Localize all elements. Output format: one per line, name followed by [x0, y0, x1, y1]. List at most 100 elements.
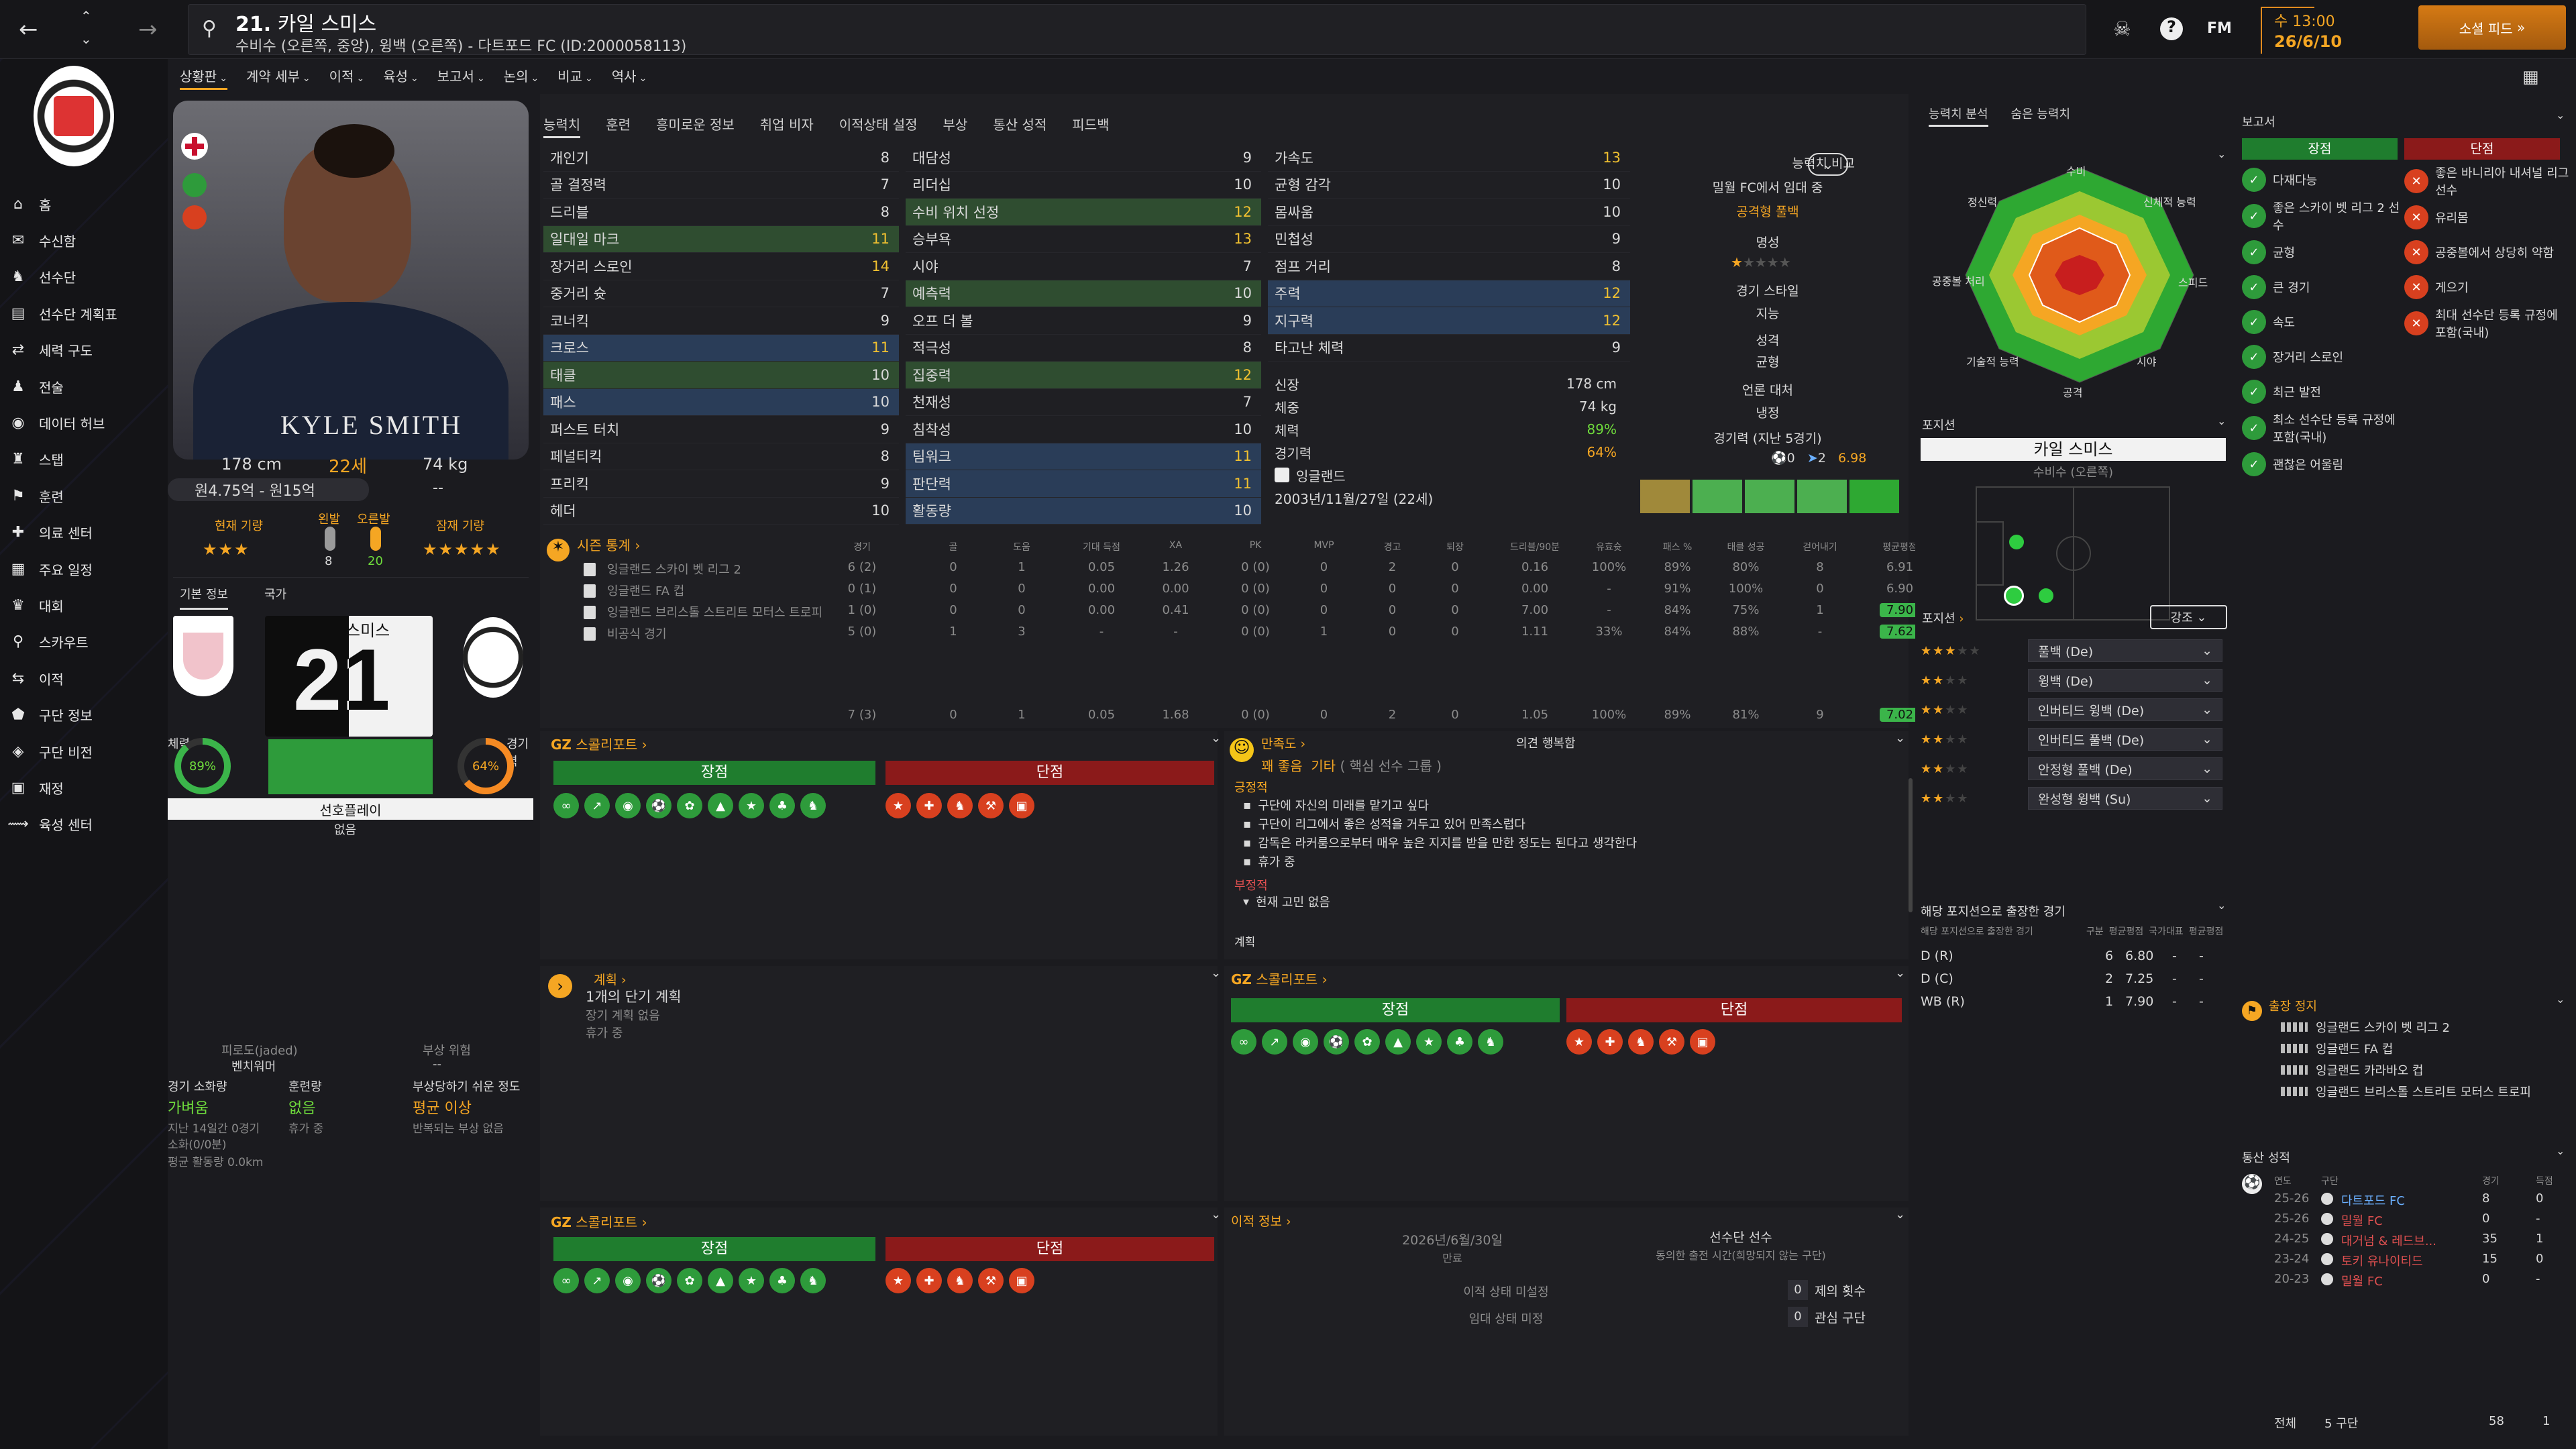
date-day[interactable]: 수 13:00 — [2274, 13, 2335, 30]
analysis-tab-1[interactable]: 숨은 능력치 — [2010, 107, 2071, 121]
aerial-icon[interactable]: ♞ — [947, 1268, 973, 1293]
balance-icon[interactable]: ◉ — [1293, 1029, 1318, 1055]
nav-item-7[interactable]: 역사 ⌄ — [612, 66, 647, 90]
attr-row[interactable]: 개인기 8 — [543, 144, 899, 172]
stats-comp[interactable]: 잉글랜드 FA 컵 — [607, 584, 685, 598]
role-row[interactable]: ★★★★ 인버티드 윙백 (De) ⌄ — [1921, 695, 2226, 724]
stats-comp[interactable]: 잉글랜드 브리스톨 스트리트 모터스 트로피 — [607, 606, 822, 620]
attr-row[interactable]: 시야 7 — [906, 253, 1261, 280]
attr-row[interactable]: 리더십 10 — [906, 172, 1261, 199]
career-club[interactable]: 밀월 FC — [2341, 1214, 2383, 1228]
role-dropdown[interactable]: 안정형 풀백 (De) ⌄ — [2028, 757, 2222, 780]
form-bar-3[interactable] — [1797, 480, 1847, 513]
chevron-down-icon[interactable]: ⌄ — [2556, 109, 2565, 121]
sidebar-item-10[interactable]: ▦ 주요 일정 — [9, 554, 93, 584]
chevron-down-icon[interactable]: ⌄ — [2217, 148, 2226, 160]
skull-icon[interactable]: ☠ — [2113, 17, 2131, 41]
pos-stats-col[interactable]: 구분 — [2086, 926, 2104, 937]
big-game-icon[interactable]: ⚽ — [646, 793, 672, 818]
club-crest[interactable] — [34, 66, 114, 166]
career-row[interactable]: 25-26 다트포드 FC 8 0 — [2274, 1189, 2569, 1209]
attr-tab-7[interactable]: 피드백 — [1072, 117, 1110, 133]
chevron-up-icon[interactable]: ⌃ — [80, 8, 92, 24]
league-icon[interactable]: ★ — [739, 793, 764, 818]
suspension-item[interactable]: 잉글랜드 FA 컵 — [2281, 1038, 2569, 1059]
sidebar-item-1[interactable]: ✉ 수신함 — [9, 225, 76, 255]
pro-item[interactable]: ✓ 최소 선수단 등록 규정에 포함(국내) — [2242, 411, 2403, 445]
attr-row[interactable]: 천재성 7 — [906, 389, 1261, 416]
stats-header[interactable]: MVP — [1313, 540, 1334, 551]
wage-range[interactable]: 원4.75억 - 원15억 — [168, 478, 369, 501]
homegrown-icon[interactable]: ♣ — [769, 793, 795, 818]
pro-item[interactable]: ✓ 큰 경기 — [2242, 271, 2403, 303]
star-icon[interactable]: ★ — [885, 1268, 911, 1293]
status-holiday-icon[interactable] — [182, 205, 207, 229]
versatile-icon[interactable]: ∞ — [1231, 1029, 1256, 1055]
attr-row[interactable]: 주력 12 — [1268, 280, 1630, 307]
chevron-down-icon[interactable]: ⌄ — [1895, 731, 1906, 745]
balance-icon[interactable]: ◉ — [615, 1268, 641, 1293]
sidebar-item-3[interactable]: ▤ 선수단 계획표 — [9, 299, 117, 328]
attr-row[interactable]: 골 결정력 7 — [543, 172, 899, 199]
stats-header[interactable]: 걷어내기 — [1803, 542, 1837, 553]
attr-tab-3[interactable]: 취업 비자 — [759, 117, 814, 133]
attr-row[interactable]: 지구력 12 — [1268, 307, 1630, 335]
suspension-item[interactable]: 잉글랜드 스카이 벳 리그 2 — [2281, 1016, 2569, 1038]
pro-item[interactable]: ✓ 괜찮은 어울림 — [2242, 448, 2403, 480]
career-club[interactable]: 밀월 FC — [2341, 1275, 2383, 1289]
squad-rule-icon[interactable]: ▣ — [1009, 1268, 1034, 1293]
search-icon[interactable]: ⚲ — [202, 17, 217, 40]
progress-icon[interactable]: ↗ — [584, 793, 610, 818]
throw-icon[interactable]: ▲ — [1385, 1029, 1411, 1055]
lazy-icon[interactable]: ⚒ — [1659, 1029, 1684, 1055]
tab-nation[interactable]: 국가 — [264, 588, 287, 602]
attr-row[interactable]: 팀워크 11 — [906, 443, 1261, 470]
pace-icon[interactable]: ✿ — [677, 793, 702, 818]
radar-chart[interactable] — [1929, 141, 2231, 476]
chevron-down-icon[interactable]: ⌄ — [80, 31, 92, 47]
attr-row[interactable]: 헤더 10 — [543, 498, 899, 525]
pos-stats-col[interactable]: 평균평점 — [2188, 926, 2224, 937]
stats-header[interactable]: 평균평점 — [1882, 542, 1917, 553]
chevron-down-icon[interactable]: ⌄ — [1211, 1208, 1222, 1222]
attr-row[interactable]: 적극성 8 — [906, 335, 1261, 362]
attr-tab-0[interactable]: 능력치 — [543, 114, 581, 138]
fit-icon[interactable]: ♞ — [800, 1268, 826, 1293]
sidebar-item-11[interactable]: ♛ 대회 — [9, 590, 64, 620]
role-row[interactable]: ★★★★ 윙백 (De) ⌄ — [1921, 665, 2226, 695]
roles-title[interactable]: 포지션 › — [1922, 612, 1964, 626]
league-icon[interactable]: ★ — [1416, 1029, 1442, 1055]
injury-cross-icon[interactable]: ✚ — [916, 793, 942, 818]
attr-row[interactable]: 예측력 10 — [906, 280, 1261, 307]
attr-tab-2[interactable]: 흥미로운 정보 — [656, 117, 735, 133]
help-icon[interactable]: ? — [2160, 17, 2183, 40]
form-bar-1[interactable] — [1693, 480, 1742, 513]
nav-item-3[interactable]: 육성 ⌄ — [383, 66, 419, 90]
roles-filter[interactable]: 강조 ⌄ — [2150, 605, 2227, 629]
career-col[interactable]: 연도 — [2274, 1176, 2292, 1187]
role-dropdown[interactable]: 윙백 (De) ⌄ — [2028, 669, 2222, 692]
sidebar-item-5[interactable]: ♟ 전술 — [9, 372, 64, 401]
pos-stats-col[interactable]: 국가대표 — [2149, 926, 2184, 937]
nav-item-1[interactable]: 계약 세부 ⌄ — [246, 66, 311, 90]
plans-title[interactable]: 계획 › — [594, 973, 627, 987]
stats-header[interactable]: 유효슛 — [1596, 542, 1622, 553]
con-item[interactable]: ✕ 공중볼에서 상당히 약함 — [2404, 236, 2572, 268]
pace-icon[interactable]: ✿ — [1354, 1029, 1380, 1055]
attr-row[interactable]: 태클 10 — [543, 362, 899, 389]
attr-row[interactable]: 몸싸움 10 — [1268, 199, 1630, 226]
career-col[interactable]: 경기 — [2482, 1176, 2500, 1187]
attr-row[interactable]: 크로스 11 — [543, 334, 899, 362]
shirt-card[interactable]: 스미스 21 — [265, 616, 433, 737]
attr-row[interactable]: 승부욕 13 — [906, 226, 1261, 253]
scout-report-title-3[interactable]: GZ 스콜리포트 › — [551, 1214, 647, 1230]
happiness-title[interactable]: 만족도 › — [1261, 737, 1306, 751]
stats-header[interactable]: 기대 득점 — [1083, 542, 1120, 553]
pro-item[interactable]: ✓ 장거리 스로인 — [2242, 341, 2403, 373]
attr-row[interactable]: 민첩성 9 — [1268, 226, 1630, 253]
sidebar-item-17[interactable]: ⟿ 육성 센터 — [7, 810, 93, 839]
sidebar-item-9[interactable]: ✚ 의료 센터 — [9, 518, 93, 547]
attr-tab-6[interactable]: 통산 성적 — [993, 117, 1047, 133]
big-game-icon[interactable]: ⚽ — [646, 1268, 672, 1293]
chevron-down-icon[interactable]: ⌄ — [1895, 1208, 1906, 1222]
